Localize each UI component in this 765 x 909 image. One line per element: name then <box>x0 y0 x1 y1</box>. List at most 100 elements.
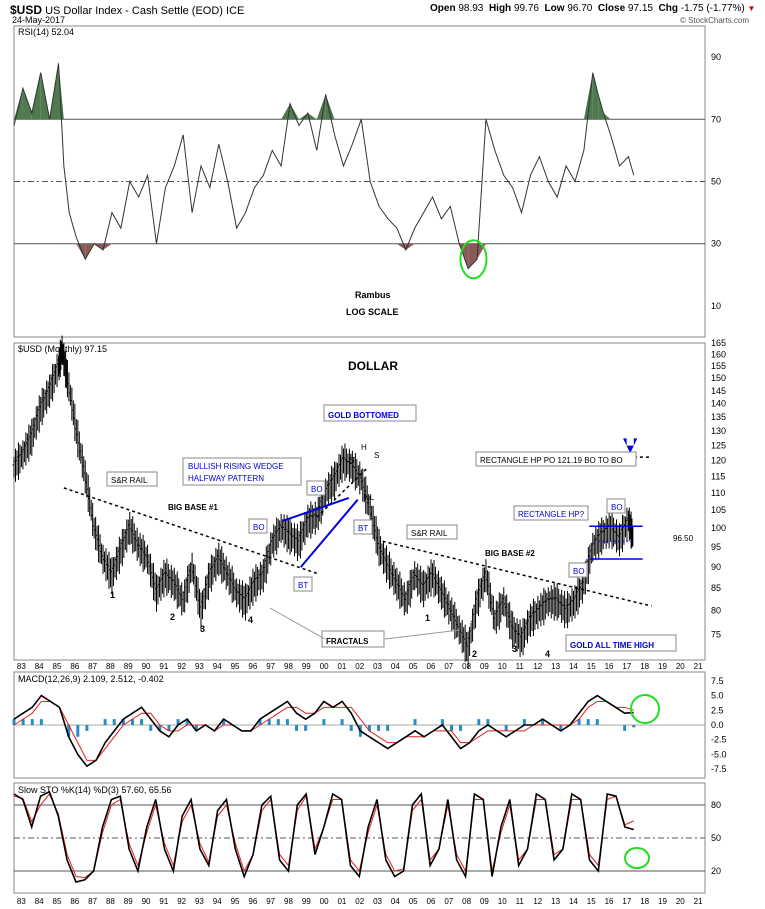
open-value: 98.93 <box>458 3 484 14</box>
macd-histogram-bar <box>267 719 271 725</box>
x-tick-label: 20 <box>676 662 685 671</box>
price-tick-label: 155 <box>711 361 726 371</box>
x-tick-label: 04 <box>391 662 400 671</box>
big-base-1-label: BIG BASE #1 <box>168 503 218 512</box>
sr-rail-1 <box>63 487 317 575</box>
x-tick-label: 98 <box>284 662 293 671</box>
x-tick-label: 12 <box>533 662 542 671</box>
macd-line <box>13 694 634 768</box>
high-label: High <box>488 3 512 14</box>
price-tick-label: 145 <box>711 386 726 396</box>
rsi-annotation: Rambus <box>355 290 391 300</box>
price-tick-label: 150 <box>711 373 726 383</box>
x-tick-label: 94 <box>213 662 222 671</box>
x-tick-label: 95 <box>231 662 240 671</box>
x-tick-label: 00 <box>320 662 329 671</box>
gold-bottomed-label: GOLD BOTTOMED <box>328 411 399 420</box>
macd-histogram-bar <box>30 719 34 725</box>
macd-histogram-bar <box>285 719 289 725</box>
bo-label: BO <box>253 523 265 532</box>
rsi-overbought-fill <box>592 72 599 120</box>
x-tick-label: 91 <box>159 662 168 671</box>
wave-label: 3 <box>200 624 205 634</box>
macd-histogram-bar <box>21 719 25 725</box>
macd-histogram-bar <box>76 725 80 737</box>
x-tick-label: 14 <box>569 897 578 906</box>
macd-histogram-bar <box>185 719 189 725</box>
x-tick-label: 12 <box>533 897 542 906</box>
low-label: Low <box>544 3 565 14</box>
x-tick-label: 83 <box>17 897 26 906</box>
x-tick-label: 87 <box>88 897 97 906</box>
panel-frame <box>13 342 706 661</box>
rsi-tick-label: 90 <box>711 52 721 62</box>
gold-bottomed-label-box <box>323 404 417 422</box>
x-tick-label: 96 <box>248 662 257 671</box>
x-tick-label: 00 <box>320 897 329 906</box>
x-tick-label: 15 <box>587 662 596 671</box>
bt-label-box <box>293 576 313 592</box>
wedge-upper <box>282 497 350 522</box>
x-tick-label: 92 <box>177 897 186 906</box>
rsi-overbought-fill <box>298 113 308 120</box>
macd-histogram-bar <box>623 725 627 731</box>
macd-histogram-bar <box>577 719 581 725</box>
title-line: $USD US Dollar Index - Cash Settle (EOD)… <box>10 3 244 17</box>
exchange: ICE <box>226 5 245 17</box>
macd-title: MACD(12,26,9) 2.109, 2.512, -0.402 <box>18 674 164 684</box>
macd-histogram-bar <box>386 725 390 731</box>
sto-title: Slow STO %K(14) %D(3) 57.60, 65.56 <box>18 785 171 795</box>
blue-down-arrow-icon <box>623 438 638 454</box>
x-tick-label: 06 <box>427 897 436 906</box>
rsi-overbought-fill <box>307 113 317 120</box>
price-tick-label: 125 <box>711 441 726 451</box>
macd-histogram-bar <box>486 719 490 725</box>
rsi-overbought-fill <box>22 88 32 120</box>
price-tick-label: 110 <box>711 488 725 498</box>
gold-ath-label-box <box>565 634 677 652</box>
macd-tick-label: -7.5 <box>711 764 727 774</box>
rsi-overbought-fill <box>281 103 291 120</box>
x-tick-label: 85 <box>53 662 62 671</box>
rsi-overbought-fill <box>290 103 299 120</box>
macd-histogram-bar <box>176 719 180 725</box>
macd-histogram-bar <box>349 725 353 731</box>
price-title: $USD (Monthly) 97.15 <box>18 344 107 354</box>
x-tick-label: 16 <box>605 897 614 906</box>
x-tick-label: 15 <box>587 897 596 906</box>
x-tick-label: 93 <box>195 897 204 906</box>
chart-title: DOLLAR <box>348 359 398 373</box>
macd-histogram-bar <box>440 719 444 725</box>
x-tick-label: 11 <box>516 662 525 671</box>
macd-histogram-bar <box>258 719 262 725</box>
hs-label: H <box>361 443 367 452</box>
macd-histogram-bar <box>632 725 636 728</box>
fractals-pointer <box>384 629 461 640</box>
fractals-label-box <box>321 630 385 648</box>
x-tick-label: 07 <box>444 897 453 906</box>
macd-histogram-bar <box>413 719 417 725</box>
green-circle <box>459 239 488 280</box>
x-tick-label: 02 <box>355 897 364 906</box>
price-tick-label: 75 <box>711 629 721 639</box>
wedge-lower <box>299 499 359 568</box>
x-tick-label: 19 <box>658 662 667 671</box>
wedge-label: HALFWAY PATTERN <box>188 474 264 483</box>
macd-histogram-bar <box>459 725 463 731</box>
bo-label-box <box>248 518 268 534</box>
x-tick-label: 04 <box>391 897 400 906</box>
rsi-overbought-fill <box>316 94 326 120</box>
macd-histogram-bar <box>377 725 381 731</box>
macd-histogram-bar <box>522 719 526 725</box>
sto-tick-label: 80 <box>711 800 721 810</box>
x-tick-label: 86 <box>70 897 79 906</box>
sr-rail-label-2: S&R RAIL <box>411 529 448 538</box>
bt-label-box <box>353 519 373 535</box>
x-tick-label: 88 <box>106 662 115 671</box>
x-tick-label: 21 <box>694 662 703 671</box>
low-value: 96.70 <box>567 3 593 14</box>
rsi-overbought-fill <box>583 72 593 120</box>
wave-label: 4 <box>248 615 253 625</box>
rsi-overbought-fill <box>325 94 335 120</box>
macd-histogram-bar <box>158 725 162 731</box>
